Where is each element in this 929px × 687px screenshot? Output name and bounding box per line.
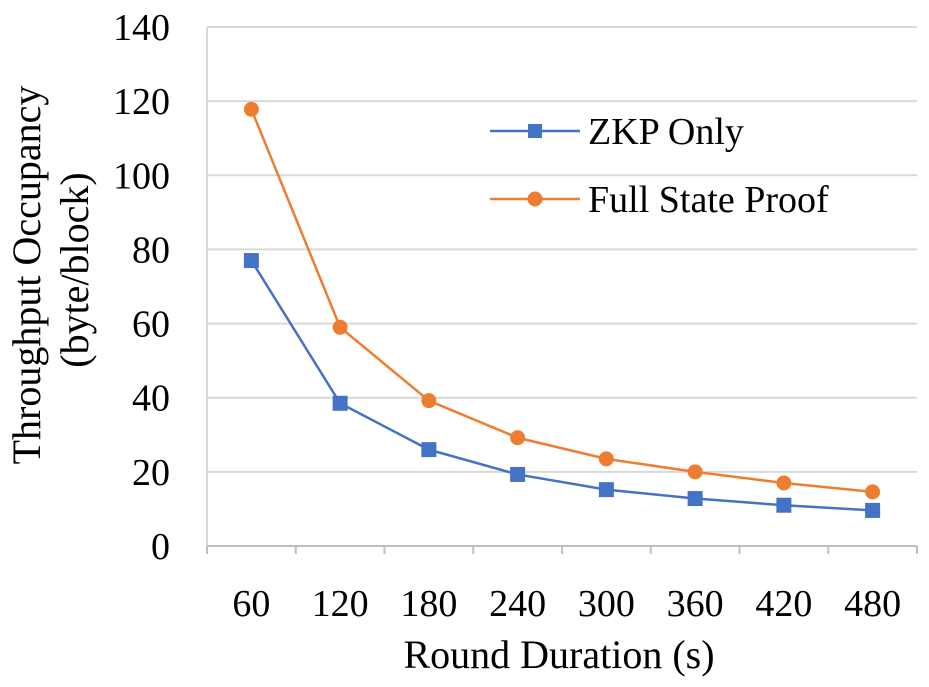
legend-item: Full State Proof [490,179,829,221]
data-point [865,484,881,500]
x-tick-label: 60 [232,583,270,625]
x-tick-label: 420 [755,583,812,625]
y-tick-label: 100 [113,155,170,197]
x-tick-label: 240 [489,583,546,625]
y-tick-label: 40 [132,378,170,420]
legend-item: ZKP Only [490,111,744,153]
data-point [598,482,614,498]
data-point [332,319,348,335]
axes [206,27,918,554]
data-point [687,464,703,480]
legend-label: Full State Proof [588,179,829,221]
x-tick-label: 480 [844,583,901,625]
data-point [776,497,792,513]
series-layer [243,101,881,518]
x-tick-labels: 60 120 180 240 300 360 420 480 [232,583,901,625]
x-tick-label: 120 [312,583,369,625]
y-tick-label: 20 [132,452,170,494]
data-point [332,395,348,411]
data-point [598,451,614,467]
data-point [510,430,526,446]
x-tick-label: 300 [578,583,635,625]
y-tick-label: 80 [132,229,170,271]
x-tick-label: 180 [400,583,457,625]
x-axis-title: Round Duration (s) [403,632,714,677]
y-axis-title-line-1: Throughput Occupancy [4,86,49,465]
legend-marker [528,124,542,138]
y-tick-label: 60 [132,304,170,346]
series-line [250,108,873,494]
series-full-state-proof [243,101,881,500]
data-point [776,475,792,491]
y-tick-label: 0 [151,526,170,568]
legend-marker [527,191,543,207]
y-axis-title-line-2: (byte/block) [52,172,97,368]
x-tick-label: 360 [667,583,724,625]
data-point [243,101,259,117]
legend: ZKP Only Full State Proof [490,111,829,221]
y-tick-labels: 0 20 40 60 80 100 120 140 [113,7,170,568]
series-zkp-only [243,253,881,518]
data-point [687,491,703,507]
data-point [243,253,259,269]
gridlines [207,26,917,473]
series-line [250,259,873,512]
legend-label: ZKP Only [588,111,744,153]
data-point [421,393,437,409]
data-point [510,466,526,482]
data-point [865,502,881,518]
data-point [421,442,437,458]
y-tick-label: 120 [113,81,170,123]
y-tick-label: 140 [113,7,170,49]
y-axis-title: Throughput Occupancy (byte/block) [4,76,97,465]
